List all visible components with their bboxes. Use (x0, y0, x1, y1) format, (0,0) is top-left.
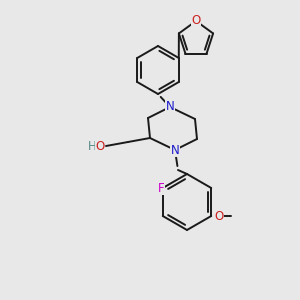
Text: O: O (95, 140, 105, 152)
Text: N: N (166, 100, 174, 113)
Text: O: O (214, 209, 224, 223)
Text: N: N (171, 143, 179, 157)
Text: H: H (92, 140, 101, 152)
Text: O: O (191, 14, 201, 28)
Text: F: F (158, 182, 164, 194)
Text: O: O (93, 140, 102, 152)
Text: H: H (88, 140, 96, 152)
